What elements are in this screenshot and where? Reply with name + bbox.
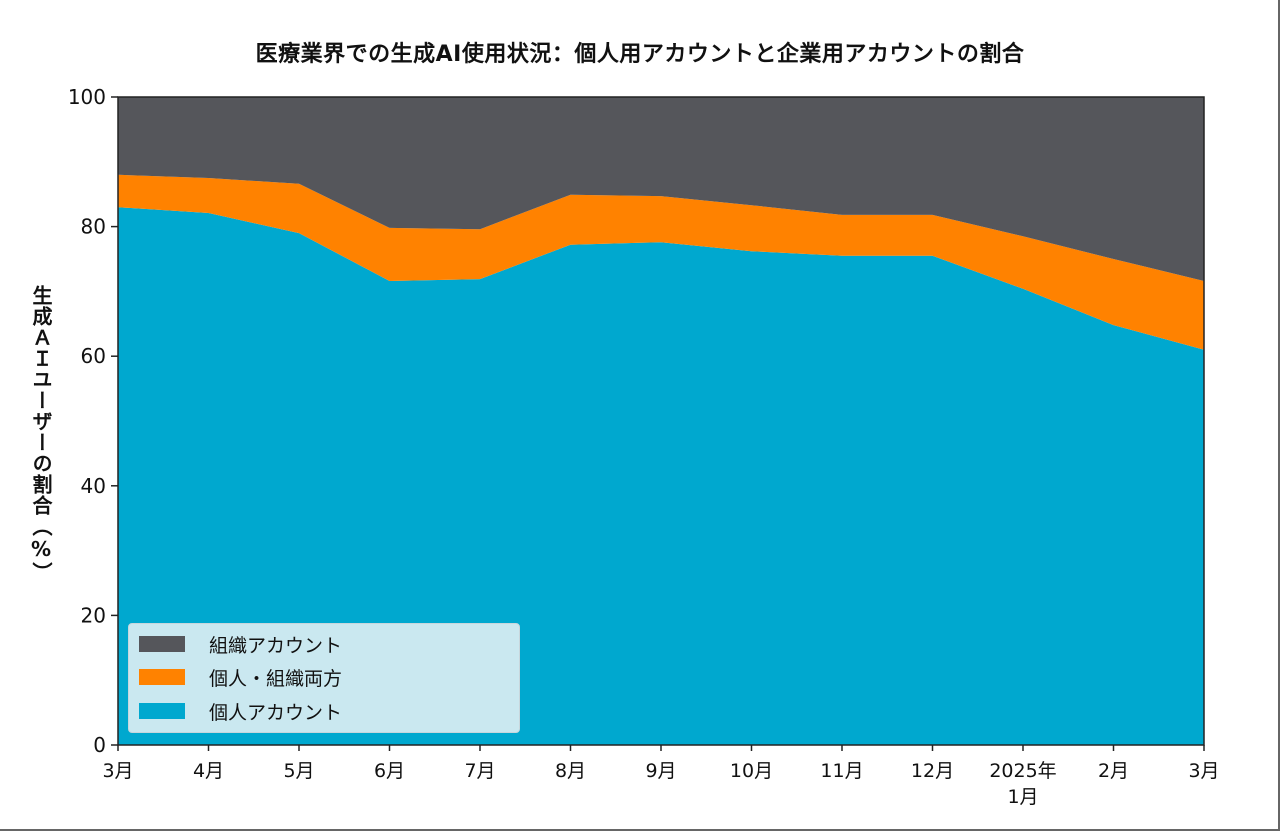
x-tick-label: 10月 <box>730 760 773 782</box>
x-tick-label: 9月 <box>645 760 676 782</box>
y-tick-label: 60 <box>81 344 106 368</box>
x-tick-label: 8月 <box>555 760 586 782</box>
x-axis-ticks: 3月 4月 5月 6月 7月 8月 9月 10月 11月 12月 2025年 1月 2月 3月 <box>102 745 1220 808</box>
y-axis-label: 生成ＡＩユーザーの割合（%） <box>29 285 53 583</box>
legend-item-both: 個人・組織両方 <box>139 665 343 690</box>
x-tick-label: 1月 <box>1007 786 1038 808</box>
x-tick-label: 7月 <box>464 760 495 782</box>
chart-title: 医療業界での生成AI使用状況：個人用アカウントと企業用アカウントの割合 <box>255 42 1025 67</box>
areas-group <box>118 97 1204 745</box>
legend: 組織アカウント 個人・組織両方 個人アカウント <box>128 623 520 733</box>
x-tick-label: 12月 <box>911 760 954 782</box>
legend-label-both: 個人・組織両方 <box>209 667 343 690</box>
area-org <box>118 97 1204 281</box>
x-tick-label: 2025年 <box>989 760 1056 782</box>
legend-swatch-org <box>139 636 185 652</box>
x-tick-label: 5月 <box>283 760 314 782</box>
y-tick-label: 100 <box>68 85 106 109</box>
legend-label-personal: 個人アカウント <box>209 701 343 724</box>
x-tick-label: 3月 <box>1188 760 1219 782</box>
y-tick-label: 40 <box>81 474 106 498</box>
x-tick-label: 6月 <box>374 760 405 782</box>
x-tick-label: 11月 <box>820 760 863 782</box>
area-both <box>118 174 1204 350</box>
y-tick-label: 20 <box>81 603 106 627</box>
legend-item-personal: 個人アカウント <box>139 699 343 724</box>
y-tick-label: 0 <box>93 733 106 757</box>
x-tick-label: 2月 <box>1098 760 1129 782</box>
y-axis-ticks: 0 20 40 60 80 100 <box>68 85 118 757</box>
legend-swatch-both <box>139 669 185 685</box>
y-tick-label: 80 <box>81 215 106 239</box>
legend-swatch-personal <box>139 703 185 719</box>
legend-item-org: 組織アカウント <box>139 632 343 657</box>
x-tick-label: 4月 <box>193 760 224 782</box>
area-personal <box>118 207 1204 745</box>
legend-label-org: 組織アカウント <box>209 634 343 657</box>
x-tick-label: 3月 <box>102 760 133 782</box>
